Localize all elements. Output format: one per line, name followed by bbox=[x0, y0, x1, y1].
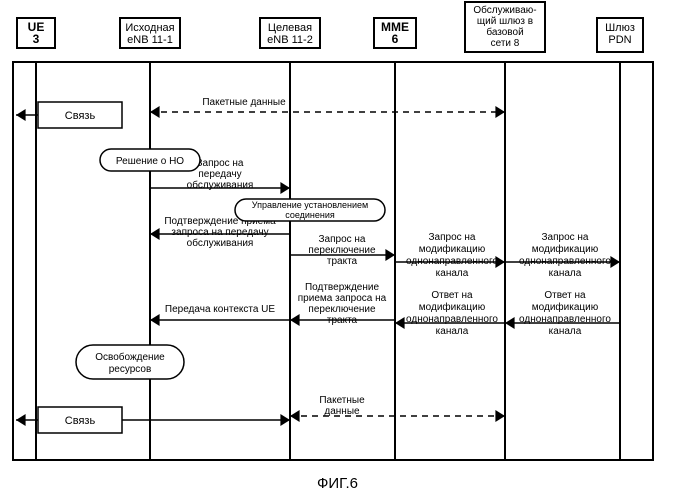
msg-label-mod_req_sgw_pgw: однонаправленного bbox=[519, 256, 611, 267]
msg-label-pkt1: Пакетные данные bbox=[202, 97, 286, 108]
svg-text:Связь: Связь bbox=[65, 110, 96, 122]
svg-text:ресурсов: ресурсов bbox=[109, 364, 152, 375]
msg-label-mod_req_mme_sgw: канала bbox=[436, 268, 469, 279]
msg-label-path_sw_ack: приема запроса на bbox=[298, 293, 387, 304]
msg-label-ho_req: Запрос на bbox=[196, 158, 243, 169]
svg-text:Обслуживаю-: Обслуживаю- bbox=[473, 4, 536, 16]
msg-label-mod_rsp_sgw_mme: Ответ на bbox=[431, 290, 473, 301]
msg-label-mod_rsp_sgw_mme: однонаправленного bbox=[406, 314, 498, 325]
msg-label-pkt2: Пакетные bbox=[319, 395, 365, 406]
svg-text:eNB 11-1: eNB 11-1 bbox=[127, 34, 173, 46]
msg-label-ho_ack: обслуживания bbox=[187, 237, 254, 249]
svg-text:PDN: PDN bbox=[608, 34, 631, 46]
msg-label-path_sw_ack: Подтверждение bbox=[305, 282, 379, 293]
msg-label-mod_req_mme_sgw: модификацию bbox=[419, 243, 486, 255]
svg-text:eNB 11-2: eNB 11-2 bbox=[267, 34, 313, 46]
msg-label-mod_req_sgw_pgw: модификацию bbox=[532, 243, 599, 255]
msg-label-mod_rsp_pgw_sgw: однонаправленного bbox=[519, 314, 611, 325]
msg-label-path_sw_ack: переключение bbox=[308, 304, 376, 315]
msg-label-ctx_xfer: Передача контекста UE bbox=[165, 304, 275, 315]
msg-label-ho_ack: запроса на передачу bbox=[171, 227, 268, 238]
msg-label-mod_req_sgw_pgw: канала bbox=[549, 268, 582, 279]
svg-text:Освобождение: Освобождение bbox=[95, 351, 165, 363]
msg-label-mod_req_sgw_pgw: Запрос на bbox=[541, 232, 588, 243]
msg-label-path_sw_req: Запрос на bbox=[318, 234, 365, 245]
msg-label-mod_rsp_sgw_mme: канала bbox=[436, 326, 469, 337]
svg-text:Связь: Связь bbox=[65, 415, 96, 427]
msg-label-ho_req: передачу bbox=[198, 169, 241, 180]
figure-label: ФИГ.6 bbox=[317, 475, 358, 492]
msg-label-mod_rsp_pgw_sgw: модификацию bbox=[532, 301, 599, 313]
svg-text:6: 6 bbox=[392, 32, 399, 46]
msg-label-path_sw_req: тракта bbox=[327, 256, 358, 267]
svg-text:Шлюз: Шлюз bbox=[605, 22, 635, 34]
svg-text:Исходная: Исходная bbox=[125, 22, 174, 34]
msg-label-pkt2: данные bbox=[324, 406, 360, 417]
msg-label-mod_rsp_pgw_sgw: канала bbox=[549, 326, 582, 337]
msg-label-mod_req_mme_sgw: Запрос на bbox=[428, 232, 475, 243]
msg-label-mod_rsp_pgw_sgw: Ответ на bbox=[544, 290, 586, 301]
svg-text:3: 3 bbox=[33, 32, 40, 46]
msg-label-path_sw_req: переключение bbox=[308, 245, 376, 256]
svg-text:Целевая: Целевая bbox=[268, 22, 312, 34]
msg-label-ho_req: обслуживания bbox=[187, 179, 254, 191]
svg-text:базовой: базовой bbox=[486, 26, 523, 38]
svg-text:сети 8: сети 8 bbox=[491, 38, 520, 49]
msg-label-path_sw_ack: тракта bbox=[327, 315, 358, 326]
svg-text:щий шлюз в: щий шлюз в bbox=[477, 16, 533, 27]
svg-text:соединения: соединения bbox=[285, 210, 335, 220]
svg-text:Управление установлением: Управление установлением bbox=[252, 200, 368, 210]
msg-label-mod_rsp_sgw_mme: модификацию bbox=[419, 301, 486, 313]
svg-text:Решение о HO: Решение о HO bbox=[116, 156, 184, 167]
msg-label-mod_req_mme_sgw: однонаправленного bbox=[406, 256, 498, 267]
